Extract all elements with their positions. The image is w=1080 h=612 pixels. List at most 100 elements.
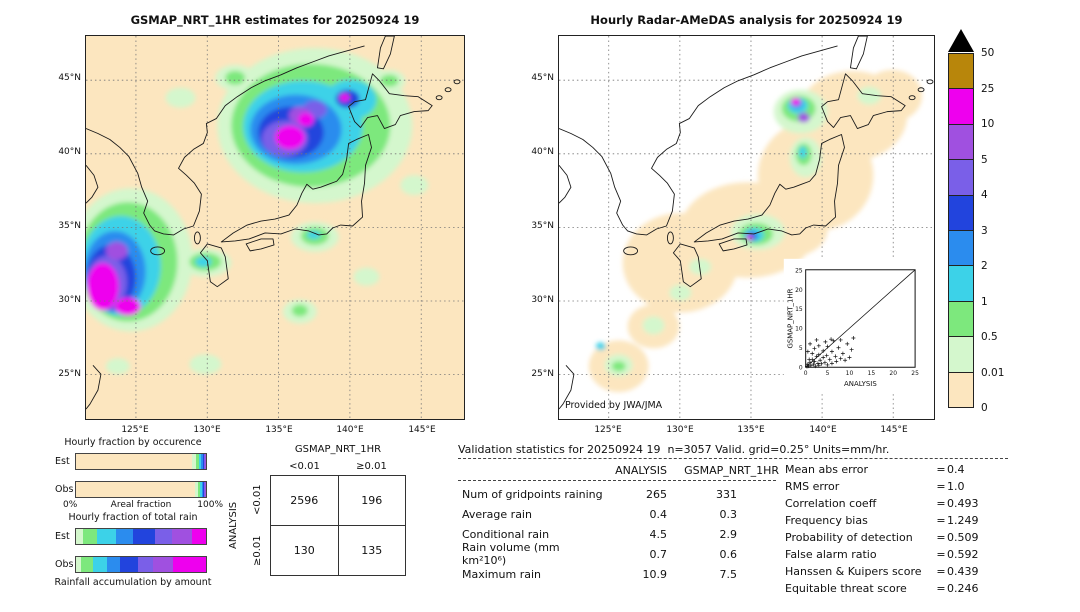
contingency-table: GSMAP_NRT_1HR <0.01 ≥0.01 ANALYSIS <0.01… (228, 440, 428, 592)
areal-fraction-axis: 0% Areal fraction 100% (63, 500, 223, 512)
precipitation-shading (86, 47, 429, 375)
bar-segment (116, 529, 134, 544)
bar-row-label: Obs (55, 484, 74, 495)
lon-tick: 145°E (880, 425, 908, 435)
lat-tick: 40°N (58, 147, 81, 157)
svg-text:5: 5 (799, 345, 803, 352)
lon-tick: 135°E (737, 425, 765, 435)
bar-segment (194, 482, 198, 497)
colorbar-segment (949, 124, 973, 161)
bar-segment (172, 529, 192, 544)
occurrence-chart-title: Hourly fraction by occurence (64, 437, 202, 448)
colorbar-tick-label: 0.5 (981, 331, 998, 343)
totalrain-bars: Est Obs (55, 528, 207, 573)
bar-segment (205, 454, 206, 469)
bar-segment (76, 557, 82, 572)
colorbar-overflow-triangle (948, 29, 974, 52)
score-line: Hanssen & Kuipers score = 0.439 (785, 565, 979, 578)
lon-tick: 125°E (121, 425, 149, 435)
stacked-bar (75, 481, 207, 498)
contingency-title: GSMAP_NRT_1HR (294, 444, 382, 455)
stat-row: Average rain 0.4 0.3 (462, 507, 737, 521)
score-line: False alarm ratio = 0.592 (785, 548, 979, 561)
stat-row: Maximum rain 10.9 7.5 (462, 567, 737, 581)
coastlines (559, 36, 934, 410)
lon-tick: 130°E (666, 425, 694, 435)
bar-segment (152, 557, 174, 572)
analysis-col-header: ANALYSIS (615, 464, 667, 477)
lat-tick: 45°N (531, 73, 554, 83)
colorbar-tick-label: 0 (981, 402, 988, 414)
precipitation-shading (588, 69, 923, 393)
inset-y-tick-labels: 0 5 10 15 20 25 (795, 267, 803, 371)
bar-segment (203, 454, 205, 469)
lat-tick: 40°N (531, 147, 554, 157)
gsmap-col-header: GSMAP_NRT_1HR (684, 464, 779, 477)
inset-x-tick-labels: 0 5 10 15 20 25 (804, 370, 919, 377)
colorbar-tick-label: 25 (981, 82, 995, 95)
stats-rows: Num of gridpoints raining 265 331 Average r… (462, 484, 737, 584)
lat-tick: 25°N (58, 369, 81, 379)
svg-text:20: 20 (795, 287, 803, 294)
contingency-side-label: ANALYSIS (228, 501, 239, 550)
svg-text:15: 15 (868, 370, 876, 377)
inset-ylabel: GSMAP_NRT_1HR (787, 288, 795, 348)
colorbar-tick-label: 1 (981, 295, 988, 308)
grid-lines (86, 36, 464, 419)
bar-segment (199, 482, 202, 497)
axis-title: Areal fraction (110, 500, 172, 510)
colorbar-tick-label: 50 (981, 47, 995, 59)
bar-segment (195, 454, 199, 469)
score-line: Equitable threat score = 0.246 (785, 582, 979, 595)
map-credit: Provided by JWA/JMA (565, 400, 663, 411)
score-line: Correlation coeff = 0.493 (785, 497, 979, 510)
bar-row-label: Est (55, 531, 70, 542)
lon-tick: 145°E (408, 425, 436, 435)
svg-text:15: 15 (795, 306, 803, 313)
right-map-title: Hourly Radar-AMeDAS analysis for 2025092… (590, 13, 903, 27)
bar-row-label: Obs (55, 559, 74, 570)
bar-segment (81, 557, 93, 572)
bar-segment (204, 454, 206, 469)
lon-tick: 130°E (193, 425, 221, 435)
contingency-cell: 130 (271, 526, 338, 575)
bar-segment (191, 529, 206, 544)
bar-segment (197, 482, 200, 497)
bar-segment (96, 529, 117, 544)
lat-tick: 25°N (531, 369, 554, 379)
inset-xlabel: ANALYSIS (844, 380, 877, 388)
score-line: Mean abs error = 0.4 (785, 463, 965, 476)
stat-row: Num of gridpoints raining 265 331 (462, 487, 737, 501)
bar-segment (201, 482, 204, 497)
score-line: RMS error = 1.0 (785, 480, 965, 493)
divider (458, 458, 1008, 459)
lon-tick: 140°E (336, 425, 364, 435)
contingency-row-header: ≥0.01 (252, 535, 263, 567)
contingency-col-header: ≥0.01 (356, 461, 387, 472)
colorbar-segment (949, 160, 973, 196)
contingency-grid: 2596 196 130 135 (270, 475, 406, 576)
stat-row: Conditional rain 4.5 2.9 (462, 527, 737, 541)
colorbar-segment (949, 266, 973, 302)
colorbar-tick-label: 10 (981, 118, 995, 130)
svg-text:20: 20 (889, 370, 897, 377)
contingency-cell: 196 (338, 476, 405, 525)
lat-tick: 35°N (58, 221, 81, 231)
scatter-inset: 0 5 10 15 20 25 0 5 10 15 20 25 ANALYSIS GSMAP_NRT… (783, 258, 934, 395)
colorbar-segment (949, 195, 973, 232)
bar-segment (155, 529, 173, 544)
scatter-points (805, 336, 856, 369)
colorbar-segments (948, 53, 974, 408)
fraction-bar-row: Est (55, 528, 207, 545)
contingency-cell: 2596 (271, 476, 338, 525)
bar-segment (205, 482, 206, 497)
bar-segment (76, 454, 192, 469)
fraction-bar-row: Est (55, 453, 207, 470)
colorbar-segment (949, 301, 973, 338)
colorbar-tick-label: 5 (981, 153, 988, 166)
fraction-bar-row: Obs (55, 556, 207, 573)
bar-segment (76, 529, 83, 544)
bar-segment (76, 482, 195, 497)
gsmap-map-canvas (86, 36, 464, 419)
svg-text:0: 0 (799, 365, 803, 372)
